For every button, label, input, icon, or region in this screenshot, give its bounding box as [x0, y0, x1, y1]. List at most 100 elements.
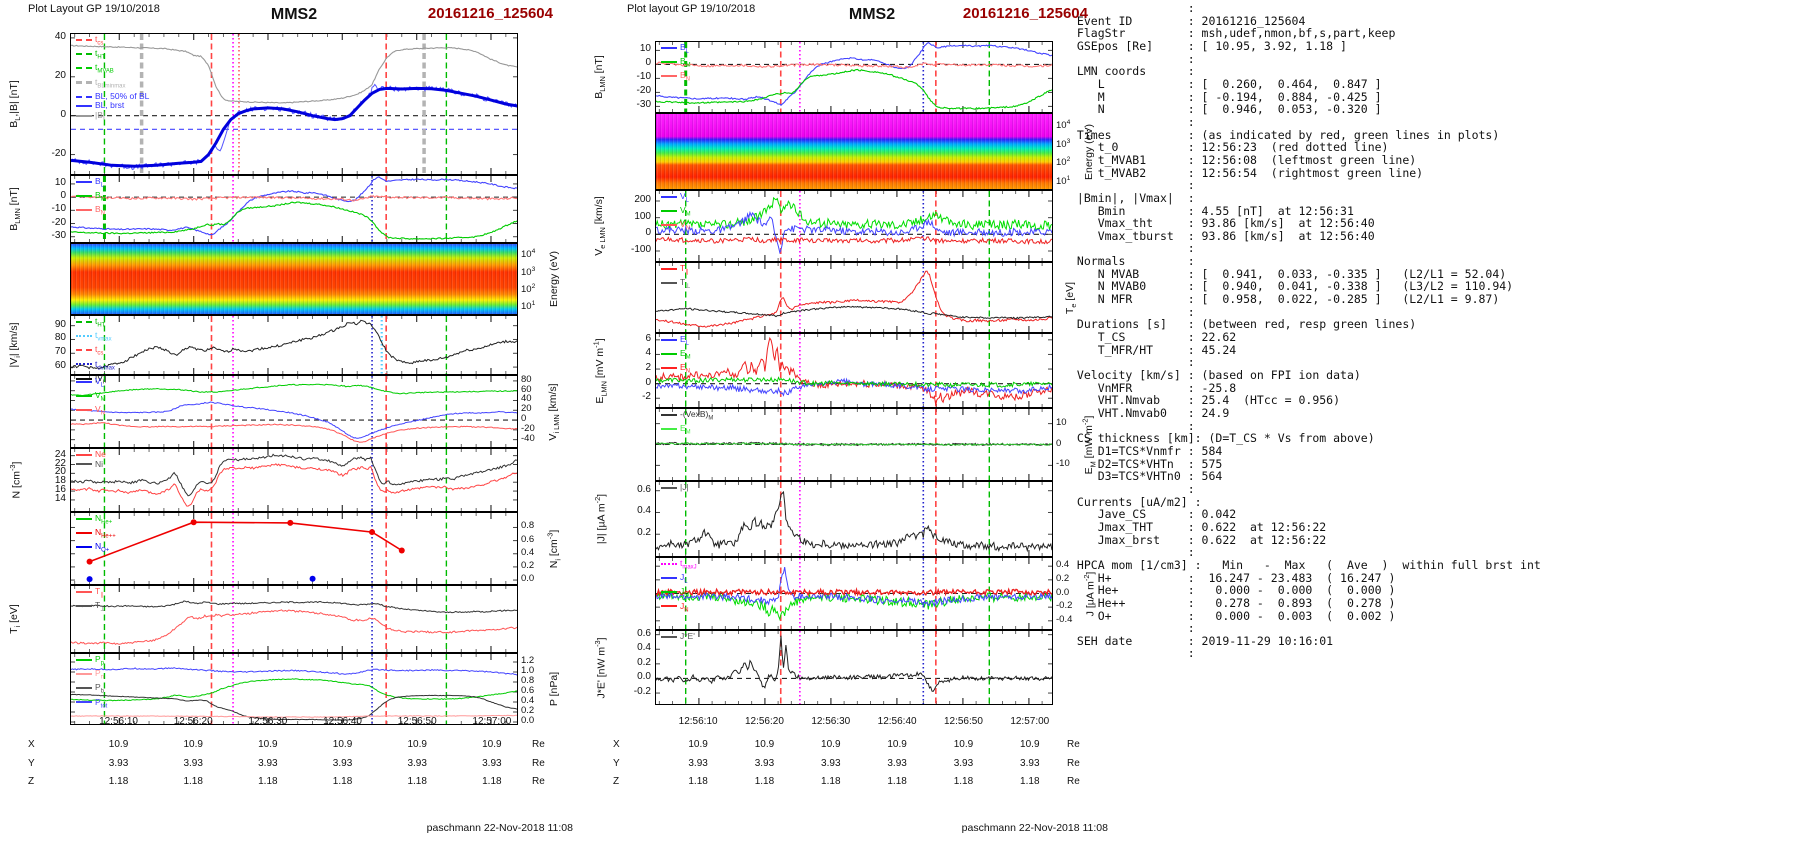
legend-line-sample [76, 658, 92, 661]
series-Pb [71, 693, 517, 721]
legend-line-sample [76, 590, 92, 593]
pos-value: 10.9 [332, 739, 353, 750]
panel-jmag [655, 481, 1053, 557]
legend-line-sample [76, 687, 92, 690]
legend-jdote: J*E' [661, 631, 695, 642]
legend-line-sample [76, 517, 92, 520]
pos-value: 1.18 [332, 776, 353, 787]
legend-item: BL, brst [76, 101, 149, 111]
legend-item-label: tHT [95, 48, 106, 61]
right-tick-label: 0.4 [521, 695, 535, 706]
plot-minor-ion-density [71, 513, 517, 584]
legend-item: JL [661, 572, 697, 587]
time-tick-label: 12:57:00 [472, 716, 512, 727]
right-tick-label: 102 [1056, 156, 1071, 169]
legend-item: VM [661, 205, 691, 220]
legend-item: JM [661, 587, 697, 601]
time-tick-label: 12:56:30 [248, 716, 288, 727]
pos-value: 10.9 [108, 739, 129, 750]
legend-item: JN [661, 601, 697, 616]
pos-value: 10.9 [1020, 739, 1040, 750]
legend-item: |J| [661, 482, 689, 493]
legend-item-label: BM [680, 56, 691, 69]
legend-line-sample [76, 463, 92, 466]
right-tick-label: -0.4 [1056, 613, 1073, 625]
panel-em-vexb [655, 408, 1053, 481]
right-tick-label: 0.2 [521, 559, 535, 571]
y-axis-label: ELMN [mV m-1] [591, 337, 609, 404]
legend-item: |Vi| [76, 373, 115, 388]
legend-item-label: tMVAB [95, 62, 114, 76]
legend-line-sample [661, 281, 677, 284]
series-EN [656, 336, 1052, 405]
legend-item-label: tvmax [95, 330, 112, 343]
plot-blmn [656, 42, 1052, 112]
right-tick-label: 0.8 [521, 675, 535, 686]
right-tick-label: 102 [521, 283, 536, 296]
series-EM [656, 376, 1052, 389]
pos-value: 3.93 [1020, 757, 1040, 769]
legend-item-label: tcs [95, 344, 104, 358]
legend-item-label: EM [680, 348, 691, 361]
time-tick-label: 12:56:50 [397, 716, 437, 727]
series-Jmag [656, 490, 1052, 553]
left-footer-credit: paschmann 22-Nov-2018 11:08 [426, 822, 573, 834]
right-tick-label: 10 [1056, 416, 1067, 428]
ytick-label: 6 [645, 332, 651, 344]
legend-item: tcs [76, 345, 115, 359]
legend-item: tcs [76, 34, 149, 49]
series-Tperp [656, 305, 1052, 320]
legend-line-sample [661, 60, 677, 63]
right-tick-label: -10 [1056, 458, 1070, 470]
series-Ptot [71, 667, 517, 676]
right-tick-label: 0.4 [521, 546, 535, 558]
pos-value: 1.18 [407, 776, 427, 787]
legend-item: BN [661, 71, 691, 85]
legend-jmag: |J| [661, 482, 689, 493]
legend-ti: T∥ T⊥ [76, 586, 105, 615]
legend-item-label: BL, brst [95, 100, 125, 111]
ytick-label: 4 [645, 347, 651, 359]
panel-electron-spectrogram [655, 113, 1053, 190]
legend-item: Pn [76, 668, 107, 683]
event-info-text: : Event ID : 20161216_125604 FlagStr : m… [1076, 1, 1541, 661]
legend-line-sample [76, 95, 92, 98]
plot-j-lmn [656, 558, 1052, 629]
legend-j-lmn: tmaxJ JL JM JN [661, 558, 697, 616]
legend-item: -(VexB)M [661, 409, 713, 424]
legend-item: NO+ [76, 542, 116, 556]
panel-jdote [655, 630, 1053, 705]
legend-item-label: BN [680, 70, 690, 84]
legend-line-sample [76, 80, 92, 84]
plot-pressure [71, 654, 517, 724]
legend-item: tmaxJ [661, 558, 697, 573]
time-tick-label: 12:56:50 [943, 716, 983, 727]
y-axis-label: J*E' [nW m-3] [592, 636, 608, 699]
legend-item: BL, 50% of BL [76, 91, 149, 102]
right-tick-label: 0.2 [1056, 572, 1070, 584]
ytick-label: 2 [645, 362, 651, 374]
pos-value: 1.18 [953, 776, 974, 787]
pos-unit-label: Re [532, 776, 545, 787]
legend-item-label: BL [680, 42, 689, 55]
ytick-label: 10 [54, 176, 66, 188]
panel-vi-mag [70, 315, 518, 375]
legend-item: EL [661, 334, 691, 349]
legend-line-sample [76, 363, 92, 366]
time-tick-label: 12:56:10 [99, 716, 138, 727]
legend-item-label: NO+ [95, 541, 110, 555]
series-BN [656, 61, 1052, 69]
legend-item-label: Pp [95, 654, 104, 667]
legend-item-label: EN [680, 362, 690, 376]
legend-blmn: BL BM BN [76, 176, 106, 220]
ytick-label: -30 [636, 99, 651, 111]
ytick-label: 20 [54, 69, 66, 81]
legend-line-sample [76, 380, 92, 383]
legend-item: T∥ [76, 586, 105, 601]
pos-value: 10.9 [953, 739, 974, 750]
legend-item-label: VM [95, 390, 106, 403]
pos-row-label: Y [28, 757, 35, 769]
right-tick-label: 104 [521, 247, 536, 260]
left-layout-label: Plot Layout GP 19/10/2018 [28, 3, 160, 15]
legend-item-label: VL [95, 376, 104, 389]
